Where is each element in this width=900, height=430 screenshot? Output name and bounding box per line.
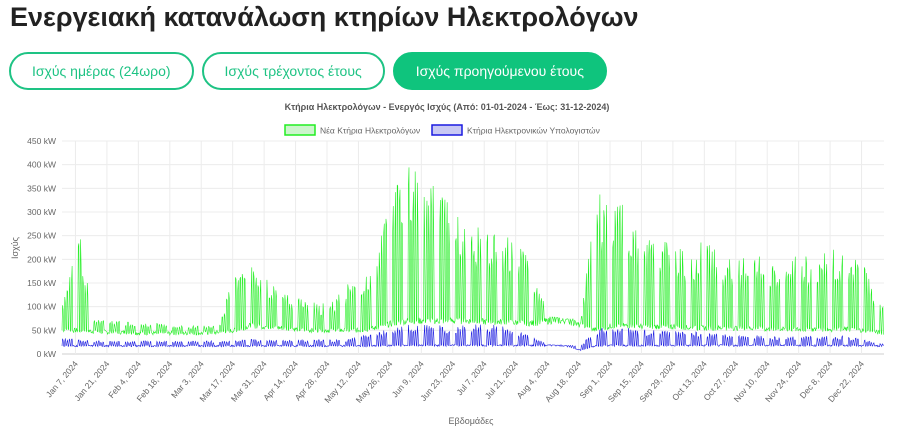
legend-label-blue[interactable]: Κτήρια Ηλεκτρονικών Υπολογιστών <box>467 126 600 136</box>
chart-title: Κτήρια Ηλεκτρολόγων - Ενεργός Ισχύς (Από… <box>285 102 610 112</box>
series-line-new-electrical-buildings <box>61 167 884 337</box>
chart-grid <box>62 140 884 355</box>
legend-swatch-blue[interactable] <box>431 124 463 136</box>
y-tick-label: 250 kW <box>27 231 56 241</box>
page-title: Ενεργειακή κατανάλωση κτηρίων Ηλεκτρολόγ… <box>10 2 639 32</box>
y-tick-label: 350 kW <box>27 183 56 193</box>
tab-previous-year-power[interactable]: Ισχύς προηγούμενου έτους <box>392 52 607 90</box>
tab-current-year-power[interactable]: Ισχύς τρέχοντος έτους <box>201 52 385 90</box>
y-tick-label: 200 kW <box>27 254 56 264</box>
y-tick-label: 300 kW <box>27 207 56 217</box>
y-axis-ticks: 0 kW 50 kW 100 kW 150 kW 200 kW 250 kW 300 kW 3… <box>27 136 56 359</box>
y-axis-label: Ισχύς <box>10 236 20 259</box>
legend-label-green[interactable]: Νέα Κτήρια Ηλεκτρολόγων <box>320 126 420 136</box>
y-tick-label: 450 kW <box>27 136 56 146</box>
series-line-computer-buildings <box>61 324 884 352</box>
tab-day-power[interactable]: Ισχύς ημέρας (24ωρο) <box>9 52 194 90</box>
y-tick-label: 100 kW <box>27 302 56 312</box>
chart-legend: Νέα Κτήρια Ηλεκτρολόγων Κτήρια Ηλεκτρονι… <box>284 124 600 136</box>
y-tick-label: 0 kW <box>37 349 56 359</box>
x-axis-label: Εβδομάδες <box>449 416 495 426</box>
y-tick-label: 50 kW <box>32 325 56 335</box>
y-tick-label: 400 kW <box>27 160 56 170</box>
power-chart: Κτήρια Ηλεκτρολόγων - Ενεργός Ισχύς (Από… <box>10 102 884 426</box>
y-tick-label: 150 kW <box>27 278 56 288</box>
x-tick-label: Jul 7, 2024 <box>454 359 489 397</box>
period-tabs: Ισχύς ημέρας (24ωρο) Ισχύς τρέχοντος έτο… <box>9 52 607 90</box>
legend-swatch-green[interactable] <box>284 124 316 136</box>
